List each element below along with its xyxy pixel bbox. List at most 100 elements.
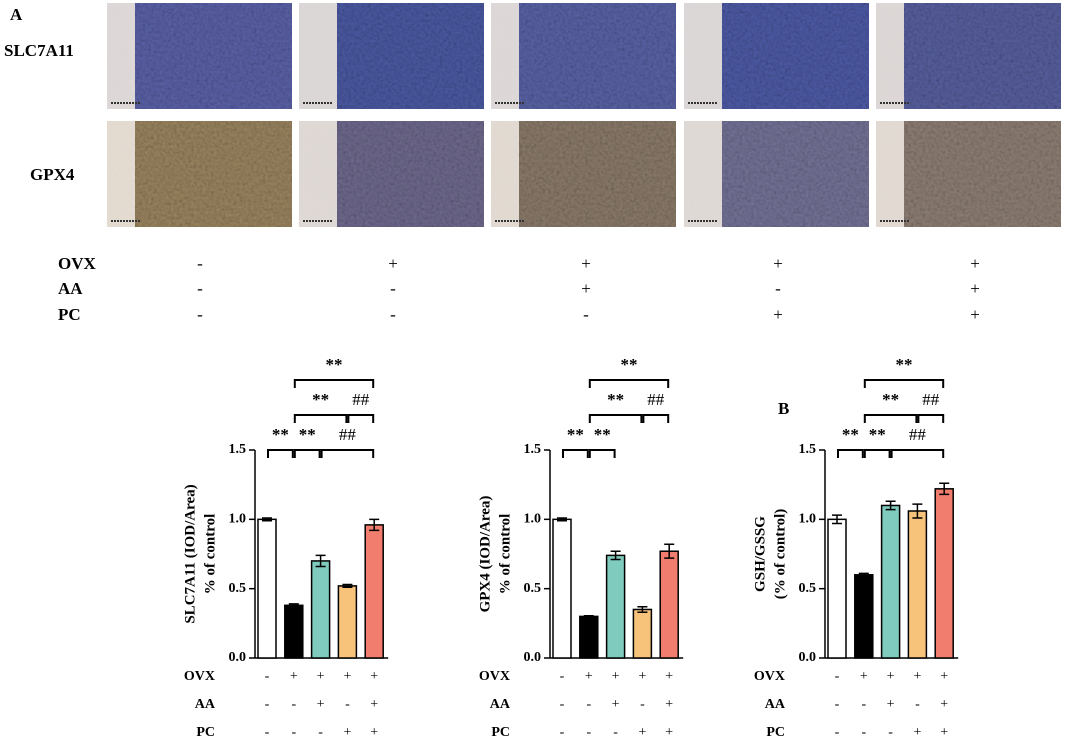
treatment-sign: +: [612, 669, 620, 684]
treatment-sign: -: [888, 725, 893, 740]
significance-label: **: [896, 355, 913, 374]
bar: [579, 615, 599, 659]
treatment-sign: -: [861, 697, 866, 712]
tissue-edge: [299, 121, 337, 227]
error-bar: [610, 550, 621, 561]
treatment-sign: +: [638, 669, 646, 684]
treatment-sign: +: [343, 669, 351, 684]
bar: [552, 518, 572, 659]
bar: [659, 550, 679, 659]
treatment-sign: +: [581, 279, 591, 298]
treatment-sign: -: [318, 725, 323, 740]
row-label: GPX4: [30, 165, 75, 184]
error-bar: [288, 603, 299, 608]
treatment-sign: -: [775, 279, 781, 298]
error-bar: [912, 503, 923, 519]
bar: [605, 554, 626, 659]
y-axis-label: (% of control): [772, 509, 788, 600]
treatment-sign: -: [560, 669, 565, 684]
treatment-sign: +: [940, 697, 948, 712]
treatment-sign: +: [913, 669, 921, 684]
significance-bracket: [642, 414, 670, 423]
significance-label: **: [607, 390, 624, 409]
significance-label: ##: [352, 390, 370, 409]
treatment-sign: +: [665, 669, 673, 684]
treatment-sign: -: [640, 697, 645, 712]
error-bar: [832, 514, 842, 525]
y-axis-label: % of control: [202, 514, 218, 595]
y-axis-label: SLC7A11 (IOD/Area): [182, 484, 198, 623]
treatment-label: OVX: [754, 669, 785, 684]
tissue-edge: [684, 121, 722, 227]
treatment-sign: +: [370, 725, 378, 740]
significance-bracket: [917, 414, 945, 423]
treatment-sign: -: [390, 279, 396, 298]
treatment-sign: +: [970, 279, 980, 298]
treatment-sign: -: [291, 697, 296, 712]
bar: [257, 518, 277, 659]
significance-label: **: [594, 425, 611, 444]
treatment-sign: -: [345, 697, 350, 712]
treatment-sign: -: [861, 725, 866, 740]
significance-label: **: [621, 355, 638, 374]
error-bar: [583, 614, 594, 618]
error-bar: [858, 572, 869, 577]
significance-label: **: [842, 425, 859, 444]
treatment-sign: -: [560, 725, 565, 740]
significance-bracket: [320, 449, 375, 458]
y-axis-label: GPX4 (IOD/Area): [477, 496, 493, 613]
treatment-label: PC: [491, 725, 510, 740]
treatment-sign: +: [913, 725, 921, 740]
treatment-sign: +: [887, 669, 895, 684]
treatment-label: AA: [765, 697, 786, 712]
tissue-edge: [876, 3, 904, 109]
treatment-sign: -: [835, 697, 840, 712]
treatment-sign: +: [388, 254, 398, 273]
significance-label: ##: [339, 425, 357, 444]
significance-label: ##: [647, 390, 665, 409]
treatment-sign: +: [585, 669, 593, 684]
treatment-sign: -: [835, 669, 840, 684]
panel-label: B: [778, 399, 789, 418]
error-bar: [369, 518, 380, 532]
treatment-sign: +: [940, 669, 948, 684]
error-bar: [939, 482, 950, 496]
treatment-sign: +: [317, 669, 325, 684]
treatment-sign: +: [773, 305, 783, 324]
error-bar: [262, 517, 272, 522]
treatment-sign: +: [887, 697, 895, 712]
tissue-edge: [491, 3, 519, 109]
significance-label: ##: [922, 390, 940, 409]
treatment-sign: -: [586, 725, 591, 740]
treatment-sign: +: [773, 254, 783, 273]
treatment-sign: +: [317, 697, 325, 712]
y-tick-label: 1.0: [524, 512, 542, 527]
row-label: SLC7A11: [4, 41, 74, 60]
treatment-sign: -: [613, 725, 618, 740]
bar: [827, 518, 847, 659]
treatment-sign: +: [970, 305, 980, 324]
treatment-sign: +: [940, 725, 948, 740]
bar: [854, 574, 874, 659]
significance-bracket: [267, 449, 294, 458]
error-bar: [342, 583, 353, 589]
y-tick-label: 1.5: [799, 442, 817, 457]
treatment-label: PC: [766, 725, 785, 740]
treatment-sign: +: [370, 697, 378, 712]
bar: [632, 608, 653, 659]
micrograph: [491, 3, 676, 109]
bar: [284, 604, 304, 659]
treatment-sign: +: [612, 697, 620, 712]
treatment-sign: +: [970, 254, 980, 273]
error-bar: [885, 500, 896, 511]
treatment-label: AA: [58, 279, 83, 298]
treatment-sign: +: [665, 725, 673, 740]
significance-bracket: [293, 414, 348, 423]
treatment-sign: -: [265, 697, 270, 712]
significance-bracket: [347, 414, 375, 423]
treatment-sign: -: [291, 725, 296, 740]
error-bar: [557, 517, 567, 522]
significance-bracket: [588, 449, 616, 458]
significance-bracket: [863, 379, 945, 388]
